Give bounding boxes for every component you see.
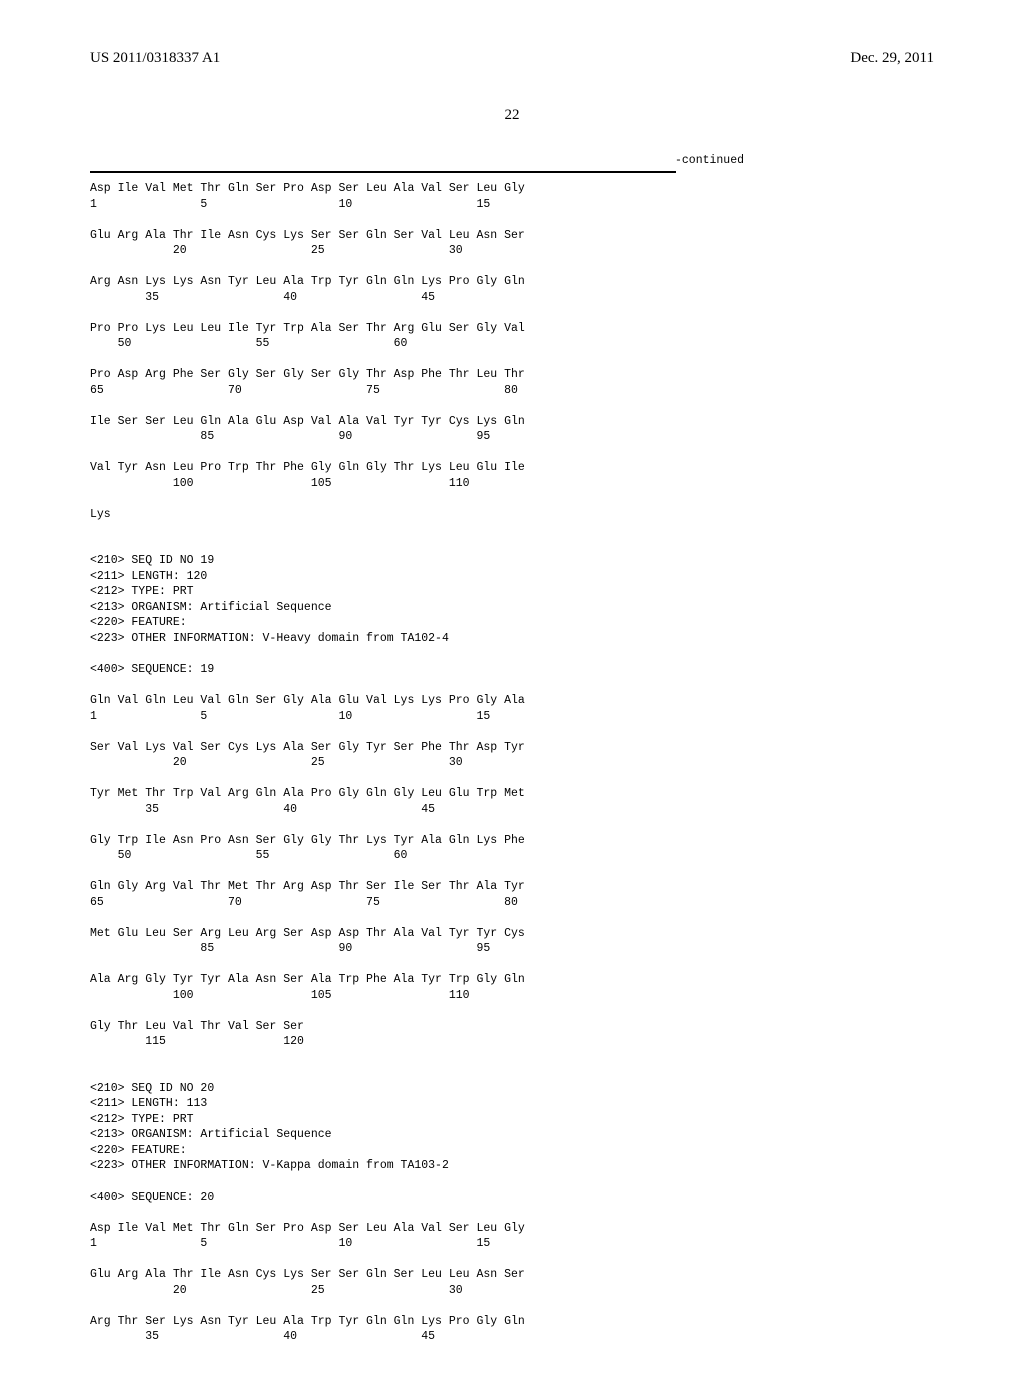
sequence-line: Gly Thr Leu Val Thr Val Ser Ser: [90, 1019, 676, 1035]
sequence-line: [90, 522, 676, 538]
sequence-line: <220> FEATURE:: [90, 1143, 676, 1159]
sequence-line: Gln Val Gln Leu Val Gln Ser Gly Ala Glu …: [90, 693, 676, 709]
sequence-line: [90, 445, 676, 461]
sequence-line: [90, 910, 676, 926]
sequence-line: [90, 864, 676, 880]
sequence-line: Pro Pro Lys Leu Leu Ile Tyr Trp Ala Ser …: [90, 321, 676, 337]
sequence-line: <212> TYPE: PRT: [90, 584, 676, 600]
sequence-line: 1 5 10 15: [90, 1236, 676, 1252]
sequence-line: Glu Arg Ala Thr Ile Asn Cys Lys Ser Ser …: [90, 228, 676, 244]
sequence-line: 85 90 95: [90, 941, 676, 957]
sequence-line: <210> SEQ ID NO 19: [90, 553, 676, 569]
sequence-line: 35 40 45: [90, 1329, 676, 1345]
sequence-line: [90, 352, 676, 368]
sequence-line: <213> ORGANISM: Artificial Sequence: [90, 1127, 676, 1143]
sequence-line: [90, 678, 676, 694]
sequence-line: [90, 771, 676, 787]
sequence-line: [90, 259, 676, 275]
sequence-line: [90, 212, 676, 228]
sequence-line: [90, 817, 676, 833]
sequence-line: <400> SEQUENCE: 20: [90, 1190, 676, 1206]
sequence-listing: Asp Ile Val Met Thr Gln Ser Pro Asp Ser …: [90, 171, 676, 1345]
sequence-line: Ile Ser Ser Leu Gln Ala Glu Asp Val Ala …: [90, 414, 676, 430]
sequence-line: [90, 538, 676, 554]
sequence-line: Val Tyr Asn Leu Pro Trp Thr Phe Gly Gln …: [90, 460, 676, 476]
sequence-line: <211> LENGTH: 113: [90, 1096, 676, 1112]
sequence-line: Glu Arg Ala Thr Ile Asn Cys Lys Ser Ser …: [90, 1267, 676, 1283]
sequence-line: 65 70 75 80: [90, 895, 676, 911]
sequence-line: Arg Asn Lys Lys Asn Tyr Leu Ala Trp Tyr …: [90, 274, 676, 290]
sequence-line: 20 25 30: [90, 1283, 676, 1299]
sequence-line: [90, 1205, 676, 1221]
page-container: US 2011/0318337 A1 Dec. 29, 2011 22 -con…: [0, 0, 1024, 1385]
sequence-line: <213> ORGANISM: Artificial Sequence: [90, 600, 676, 616]
sequence-line: [90, 491, 676, 507]
sequence-line: [90, 646, 676, 662]
header-row: US 2011/0318337 A1 Dec. 29, 2011: [90, 50, 934, 67]
sequence-line: 20 25 30: [90, 755, 676, 771]
sequence-line: <212> TYPE: PRT: [90, 1112, 676, 1128]
sequence-line: <223> OTHER INFORMATION: V-Heavy domain …: [90, 631, 676, 647]
sequence-line: Lys: [90, 507, 676, 523]
sequence-line: 100 105 110: [90, 988, 676, 1004]
sequence-line: Arg Thr Ser Lys Asn Tyr Leu Ala Trp Tyr …: [90, 1314, 676, 1330]
sequence-line: Asp Ile Val Met Thr Gln Ser Pro Asp Ser …: [90, 1221, 676, 1237]
sequence-line: 115 120: [90, 1034, 676, 1050]
sequence-line: Tyr Met Thr Trp Val Arg Gln Ala Pro Gly …: [90, 786, 676, 802]
sequence-line: 100 105 110: [90, 476, 676, 492]
sequence-line: Pro Asp Arg Phe Ser Gly Ser Gly Ser Gly …: [90, 367, 676, 383]
page-number: 22: [90, 107, 934, 124]
sequence-line: <220> FEATURE:: [90, 615, 676, 631]
sequence-line: [90, 957, 676, 973]
sequence-line: 85 90 95: [90, 429, 676, 445]
sequence-line: [90, 1298, 676, 1314]
sequence-line: [90, 1003, 676, 1019]
continued-label: -continued: [90, 154, 934, 167]
sequence-line: 1 5 10 15: [90, 197, 676, 213]
sequence-line: 20 25 30: [90, 243, 676, 259]
sequence-line: 50 55 60: [90, 848, 676, 864]
sequence-line: <210> SEQ ID NO 20: [90, 1081, 676, 1097]
sequence-line: [90, 398, 676, 414]
sequence-line: [90, 1050, 676, 1066]
sequence-line: 35 40 45: [90, 802, 676, 818]
sequence-line: [90, 305, 676, 321]
sequence-line: Asp Ile Val Met Thr Gln Ser Pro Asp Ser …: [90, 181, 676, 197]
sequence-line: Gly Trp Ile Asn Pro Asn Ser Gly Gly Thr …: [90, 833, 676, 849]
sequence-line: 35 40 45: [90, 290, 676, 306]
sequence-line: Ser Val Lys Val Ser Cys Lys Ala Ser Gly …: [90, 740, 676, 756]
sequence-line: Ala Arg Gly Tyr Tyr Ala Asn Ser Ala Trp …: [90, 972, 676, 988]
sequence-line: [90, 1065, 676, 1081]
sequence-line: [90, 1174, 676, 1190]
sequence-line: Gln Gly Arg Val Thr Met Thr Arg Asp Thr …: [90, 879, 676, 895]
sequence-line: 65 70 75 80: [90, 383, 676, 399]
sequence-line: Met Glu Leu Ser Arg Leu Arg Ser Asp Asp …: [90, 926, 676, 942]
sequence-line: [90, 724, 676, 740]
sequence-line: 1 5 10 15: [90, 709, 676, 725]
sequence-line: 50 55 60: [90, 336, 676, 352]
publication-date: Dec. 29, 2011: [850, 50, 934, 67]
sequence-line: <211> LENGTH: 120: [90, 569, 676, 585]
sequence-line: <400> SEQUENCE: 19: [90, 662, 676, 678]
publication-number: US 2011/0318337 A1: [90, 50, 220, 67]
sequence-line: [90, 1252, 676, 1268]
sequence-line: <223> OTHER INFORMATION: V-Kappa domain …: [90, 1158, 676, 1174]
